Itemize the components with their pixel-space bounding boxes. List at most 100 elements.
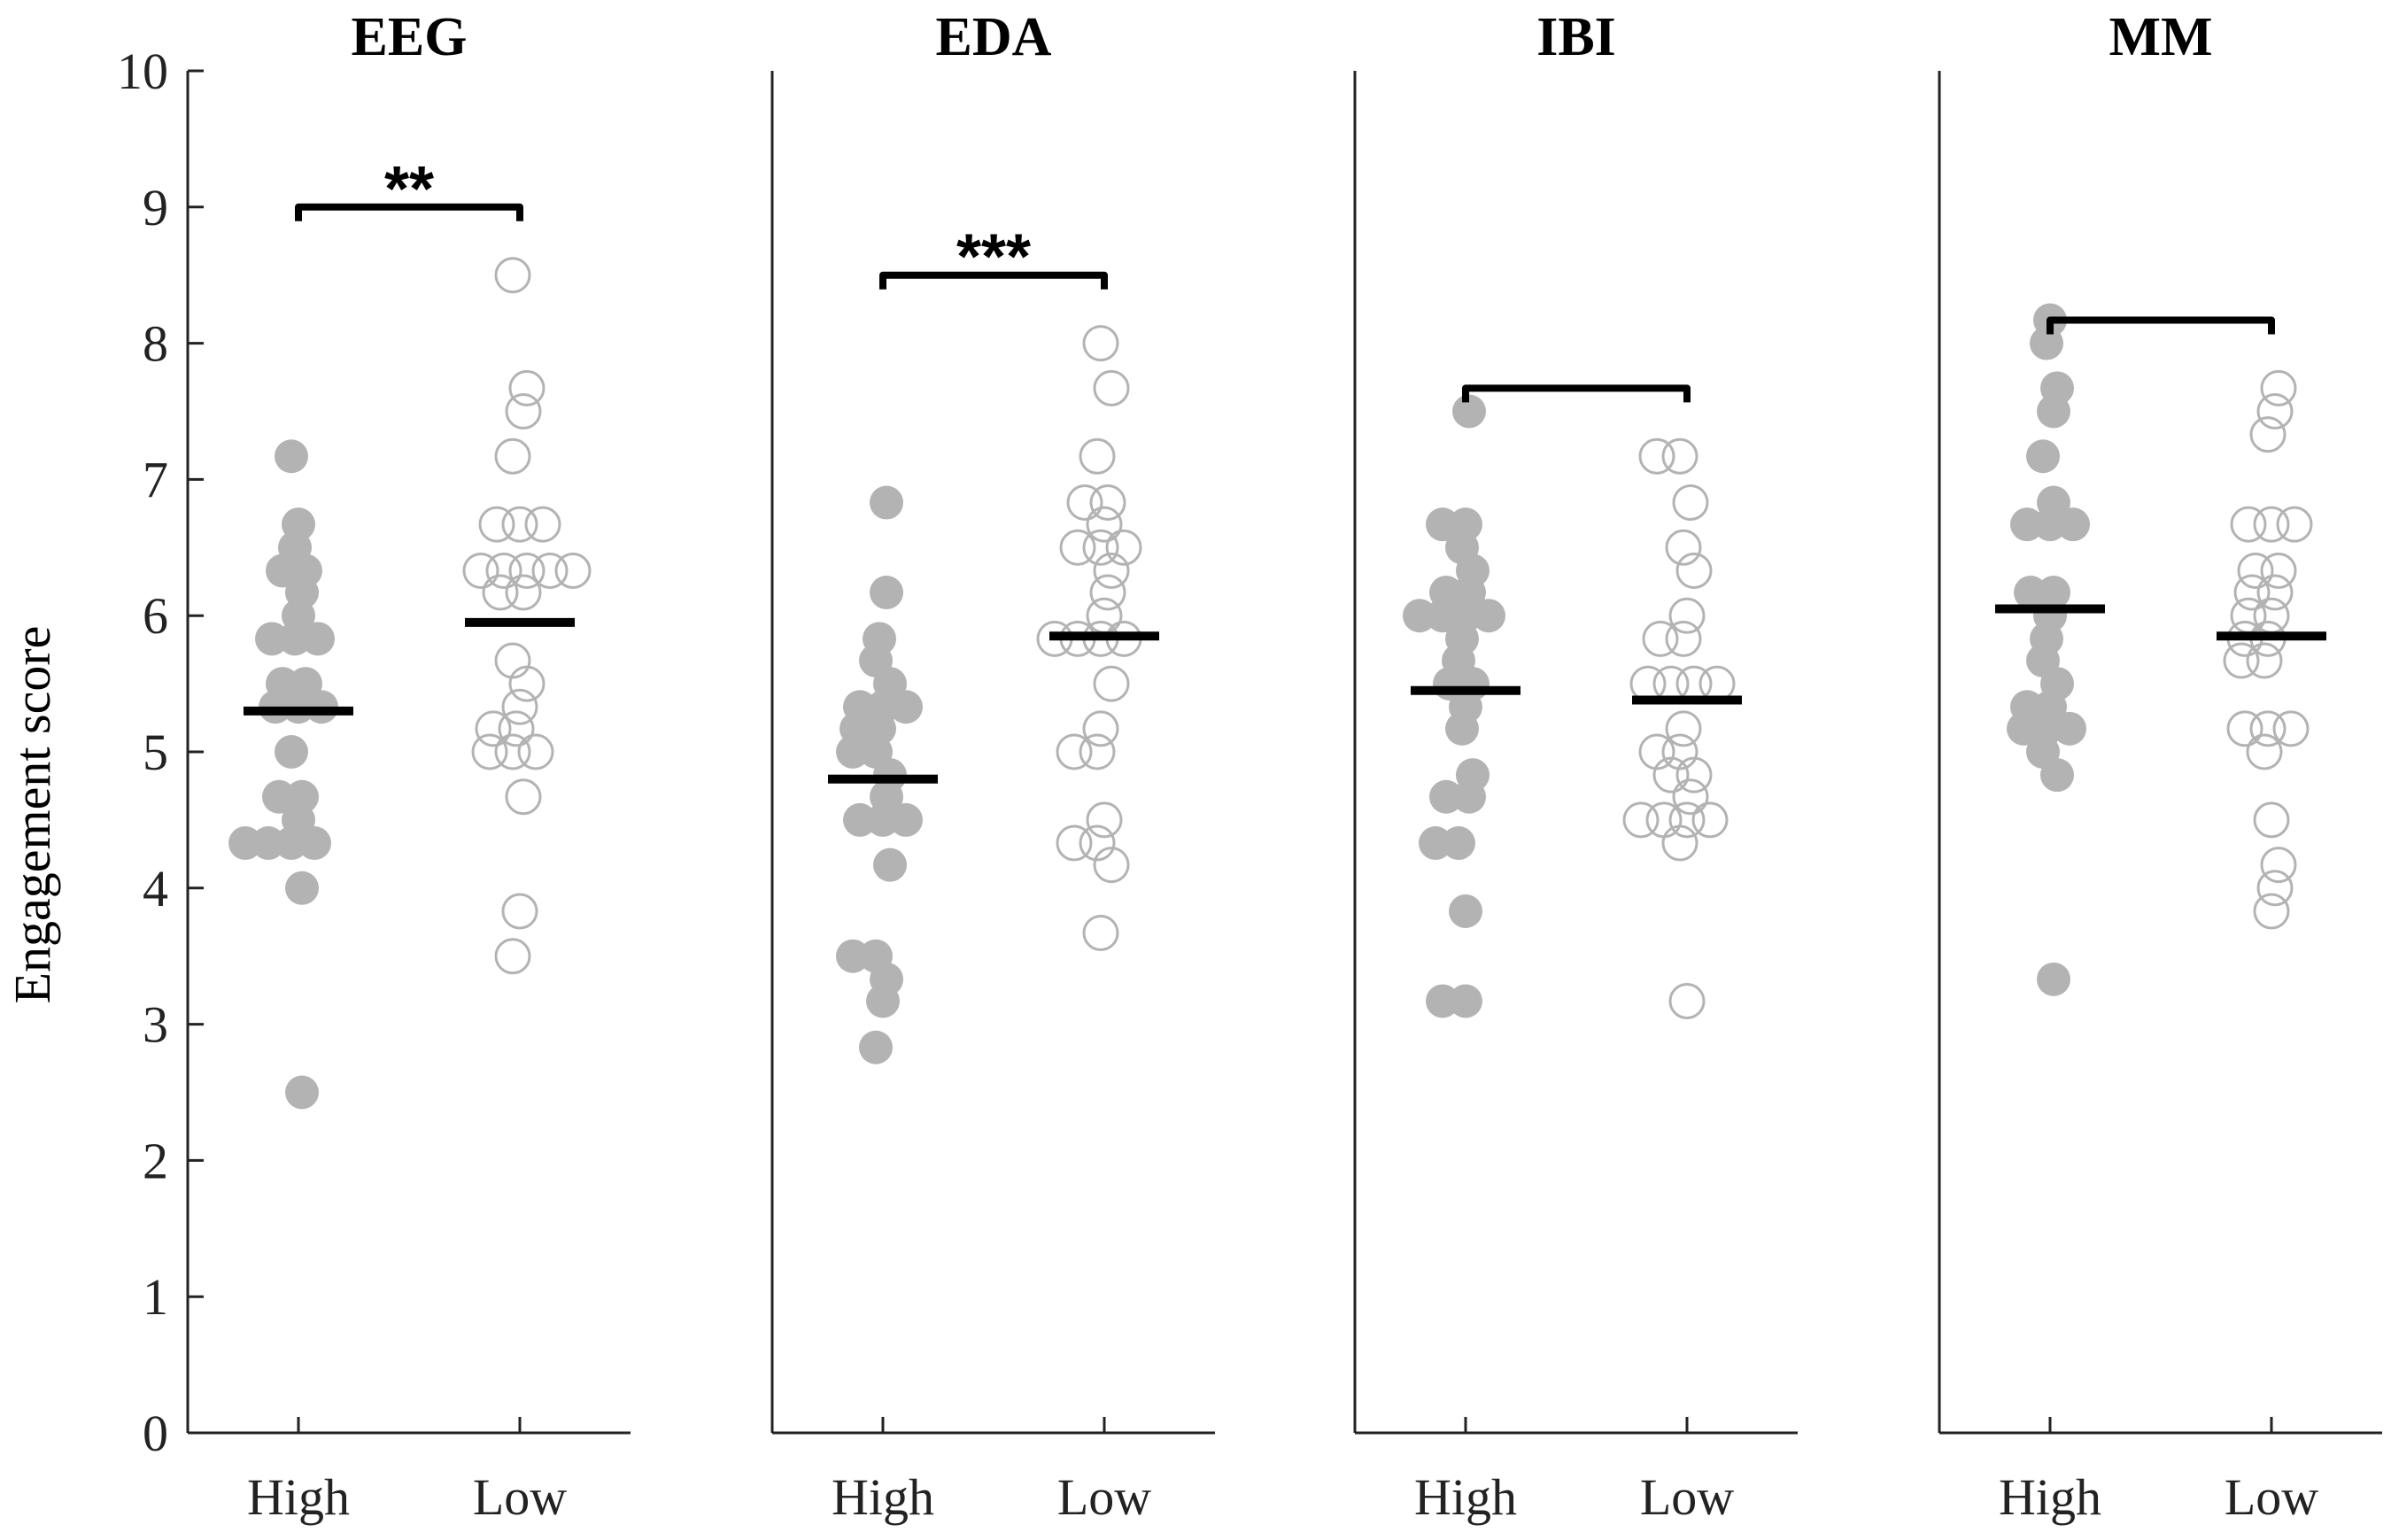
panel-title: MM [2109, 7, 2212, 67]
data-point-low [1059, 529, 1096, 566]
data-point-high [859, 1030, 893, 1064]
data-point-high [1452, 779, 1486, 814]
data-point-high [1429, 779, 1463, 814]
data-point-low [2249, 710, 2287, 747]
data-point-low [1079, 824, 1116, 862]
data-point-low [2237, 552, 2274, 589]
data-point-low [475, 710, 512, 747]
data-point-low [1675, 552, 1713, 589]
y-tick-label: 2 [143, 1132, 168, 1189]
data-point-high [1449, 894, 1482, 928]
data-point-low [2246, 642, 2283, 679]
data-point-low [1089, 574, 1126, 611]
data-point-low [1093, 847, 1130, 884]
significance-bracket [879, 271, 1108, 290]
data-point-low [2253, 893, 2290, 930]
data-point-low [498, 710, 535, 747]
data-point-high [1419, 826, 1452, 861]
data-point-high [285, 1075, 319, 1110]
data-point-low [1093, 552, 1130, 589]
y-tick-label: 9 [143, 179, 168, 236]
significance-label: ** [384, 154, 434, 225]
data-point-low [501, 893, 538, 930]
data-point-high [275, 735, 308, 769]
data-point-high [251, 826, 285, 861]
data-point-high [275, 439, 308, 474]
data-point-low [494, 257, 531, 294]
data-point-low [1105, 529, 1142, 566]
data-point-low [1086, 801, 1123, 839]
data-point-low [508, 665, 546, 702]
data-point-low [2230, 597, 2267, 634]
data-point-low [1086, 506, 1123, 543]
y-tick-label: 10 [117, 43, 168, 100]
y-axis-label: Engagement score [4, 626, 61, 1004]
x-tick-label: Low [1640, 1468, 1734, 1526]
significance-bracket [295, 203, 523, 221]
data-point-high [873, 847, 907, 882]
panel-title: EEG [352, 7, 468, 67]
plot-area: 0 1 2 3 4 5 6 7 8 9 10 EEG High Low ** EDA High Low *** IBI… [117, 7, 2382, 1526]
data-point-low [1691, 801, 1729, 839]
data-point-low [2260, 847, 2297, 884]
data-point-low [478, 506, 515, 543]
data-point-low [1661, 733, 1698, 770]
panel-mm: MM High Low [1938, 7, 2382, 1526]
data-point-high [1445, 711, 1479, 746]
x-tick-label: Low [1057, 1468, 1151, 1526]
data-point-low [471, 733, 508, 770]
data-point-high [866, 802, 900, 837]
data-point-low [508, 369, 546, 406]
data-point-high [275, 826, 308, 861]
data-point-low [494, 733, 531, 770]
data-point-high [2037, 394, 2070, 429]
data-point-low [1665, 710, 1702, 747]
data-point-low [508, 552, 546, 589]
data-point-low [494, 938, 531, 975]
data-point-low [1082, 529, 1119, 566]
x-tick-label: High [247, 1468, 350, 1526]
data-point-high [266, 553, 299, 588]
data-point-high [255, 622, 289, 656]
panel-title: EDA [936, 7, 1052, 67]
data-point-low [2276, 506, 2313, 543]
data-point-low [1056, 824, 1093, 862]
x-tick-label: High [1999, 1468, 2101, 1526]
data-point-high [262, 779, 296, 814]
data-point-low [2223, 642, 2260, 679]
data-point-low [1086, 597, 1123, 634]
data-point-low [2272, 710, 2310, 747]
data-point-low [1661, 437, 1698, 475]
data-point-high [2007, 711, 2040, 746]
data-point-low [1638, 437, 1675, 475]
data-point-high [870, 485, 903, 520]
x-tick-label: High [832, 1468, 934, 1526]
data-point-low [2260, 369, 2297, 406]
data-point-high [2040, 758, 2074, 793]
data-point-high [836, 939, 870, 973]
data-point-low [1668, 597, 1706, 634]
data-point-low [2253, 506, 2290, 543]
data-point-low [1079, 733, 1116, 770]
data-point-high [1442, 826, 1475, 861]
data-point-low [1665, 620, 1702, 657]
data-point-low [517, 733, 554, 770]
data-point-high [301, 622, 335, 656]
panel-title: IBI [1536, 7, 1616, 67]
data-point-low [1079, 437, 1116, 475]
data-point-low [494, 437, 531, 475]
data-point-low [1642, 620, 1679, 657]
panel-eeg: EEG High Low ** [186, 7, 631, 1526]
data-point-low [485, 552, 522, 589]
data-point-low [1672, 484, 1709, 522]
data-point-low [1066, 484, 1103, 522]
data-point-low [2246, 733, 2283, 770]
data-point-high [2010, 507, 2044, 542]
data-point-low [505, 778, 542, 816]
data-point-low [501, 688, 538, 725]
x-tick-label: Low [473, 1468, 567, 1526]
data-point-low [1093, 665, 1130, 702]
data-point-low [554, 552, 592, 589]
panel-ibi: IBI High Low [1353, 7, 1798, 1526]
